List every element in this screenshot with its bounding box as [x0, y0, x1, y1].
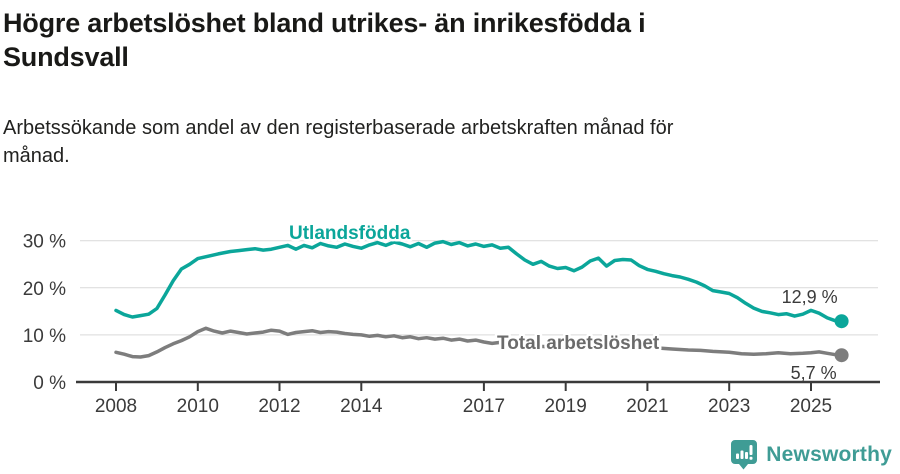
y-axis-tick-label: 20 %	[23, 279, 66, 300]
newsworthy-logo-icon	[731, 440, 758, 470]
series-line-total	[114, 326, 844, 359]
brand-footer-link[interactable]: Newsworthy	[730, 439, 892, 470]
series-end-value-total: 5,7 %	[791, 363, 837, 383]
y-axis-tick-label: 10 %	[23, 326, 66, 347]
series-end-value-utlandsfodda: 12,9 %	[782, 287, 838, 307]
series-label-total: Total arbetslöshet	[497, 333, 660, 354]
x-axis-tick-label: 2023	[708, 396, 750, 417]
x-axis-tick-label: 2010	[177, 396, 219, 417]
x-axis-tick-label: 2017	[463, 396, 505, 417]
page-subtitle: Arbetssökande som andel av den registerb…	[3, 117, 674, 167]
series-end-dot-total	[834, 348, 849, 363]
x-axis-tick-label: 2014	[340, 396, 383, 417]
logo-bar-chart-glyph	[736, 445, 753, 460]
x-axis-tick-label: 2012	[258, 396, 300, 417]
x-axis-tick-label: 2019	[545, 396, 587, 417]
logo-exclamation-dot	[749, 456, 753, 460]
page-title: Högre arbetslöshet bland utrikes- än inr…	[3, 8, 646, 72]
series-end-dot-utlandsfodda	[834, 314, 849, 329]
x-axis-tick-label: 2021	[626, 396, 668, 417]
y-axis-tick-label: 0 %	[33, 373, 66, 394]
x-axis-tick-label: 2008	[95, 396, 137, 417]
logo-bubble-shape	[731, 440, 758, 470]
x-axis-tick-label: 2025	[790, 396, 832, 417]
y-axis-tick-label: 30 %	[23, 232, 66, 253]
logo-exclamation-bar	[749, 445, 753, 455]
series-line-utlandsfodda	[114, 239, 844, 323]
series-label-utlandsfodda: Utlandsfödda	[289, 223, 411, 244]
brand-name: Newsworthy	[766, 442, 892, 466]
